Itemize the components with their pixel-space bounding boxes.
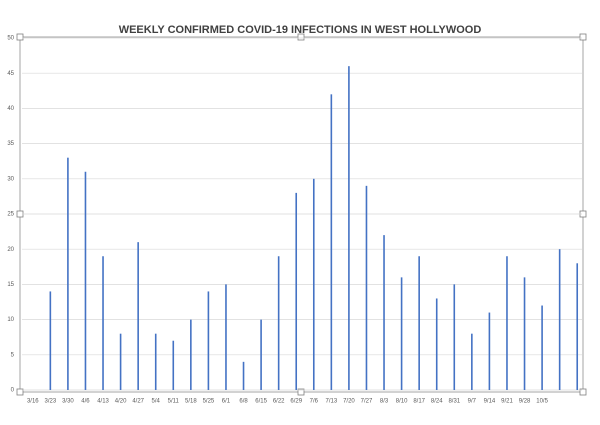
x-tick-label: 4/20: [115, 399, 127, 405]
bar: [67, 157, 69, 390]
x-tick-label: 3/16: [27, 399, 39, 405]
x-tick-label: 7/13: [326, 399, 338, 405]
y-tick-label: 10: [7, 317, 14, 323]
bar: [348, 66, 350, 390]
x-tick-label: 8/17: [413, 399, 425, 405]
x-tick-label: 6/15: [255, 399, 267, 405]
bar: [154, 333, 157, 390]
y-tick-label: 40: [7, 106, 14, 112]
bar: [523, 277, 526, 390]
x-tick-label: 7/27: [361, 399, 373, 405]
handle: [579, 388, 587, 396]
bar: [488, 312, 491, 390]
x-tick-label: 6/1: [222, 399, 231, 405]
x-tick-label: 6/22: [273, 399, 285, 405]
bar: [225, 284, 227, 390]
bar: [190, 319, 192, 390]
bar: [84, 171, 87, 390]
x-tick-label: 10/5: [536, 399, 548, 405]
x-tick-label: 8/31: [448, 399, 460, 405]
bar: [260, 319, 262, 390]
x-tick-label: 3/23: [45, 399, 57, 405]
handle: [16, 388, 24, 396]
x-tick-label: 4/13: [97, 399, 109, 405]
handle: [297, 33, 305, 41]
bar: [172, 340, 175, 390]
bar: [49, 291, 52, 390]
bar: [207, 291, 210, 390]
x-tick-label: 6/29: [290, 399, 302, 405]
bar: [435, 298, 438, 390]
x-tick-label: 9/14: [484, 399, 496, 405]
y-tick-label: 15: [7, 282, 14, 288]
x-tick-label: 4/6: [81, 399, 90, 405]
y-tick-label: 25: [7, 212, 14, 218]
x-tick-label: 5/18: [185, 399, 197, 405]
bar: [506, 256, 508, 390]
handle: [297, 388, 305, 396]
y-tick-label: 0: [11, 388, 15, 394]
x-tick-label: 7/6: [310, 399, 319, 405]
x-tick-label: 9/21: [501, 399, 513, 405]
bar: [576, 263, 579, 390]
bar: [102, 256, 104, 390]
x-tick-label: 8/10: [396, 399, 408, 405]
bar: [242, 361, 245, 390]
x-tick-label: 9/7: [468, 399, 477, 405]
bar: [418, 256, 420, 390]
y-tick-label: 30: [7, 176, 14, 182]
bar: [295, 192, 298, 390]
x-tick-label: 5/11: [168, 399, 180, 405]
handle: [16, 33, 24, 41]
bar: [137, 242, 139, 390]
x-tick-label: 5/4: [152, 399, 161, 405]
handle: [579, 33, 587, 41]
bar: [541, 305, 543, 390]
x-tick-label: 4/27: [132, 399, 144, 405]
x-tick-label: 9/28: [519, 399, 531, 405]
bar: [312, 178, 315, 390]
x-tick-label: 6/8: [239, 399, 248, 405]
y-tick-label: 20: [7, 247, 14, 253]
x-tick-label: 7/20: [343, 399, 355, 405]
bar: [119, 333, 122, 390]
y-tick-label: 35: [7, 141, 14, 147]
chart-title: WEEKLY CONFIRMED COVID-19 INFECTIONS IN …: [119, 24, 482, 36]
y-tick-label: 5: [11, 352, 15, 358]
bar: [365, 185, 368, 390]
bar: [330, 94, 333, 390]
bar: [558, 249, 561, 390]
y-tick-label: 50: [7, 36, 14, 42]
bar: [383, 235, 385, 390]
selection-handles: [16, 33, 587, 396]
bar: [471, 333, 473, 390]
x-tick-label: 8/3: [380, 399, 389, 405]
x-tick-label: 5/25: [203, 399, 215, 405]
bar: [277, 256, 280, 390]
x-tick-label: 8/24: [431, 399, 443, 405]
y-tick-label: 45: [7, 71, 14, 77]
x-tick-label: 3/30: [62, 399, 74, 405]
bar: [400, 277, 403, 390]
bar: [453, 284, 456, 390]
